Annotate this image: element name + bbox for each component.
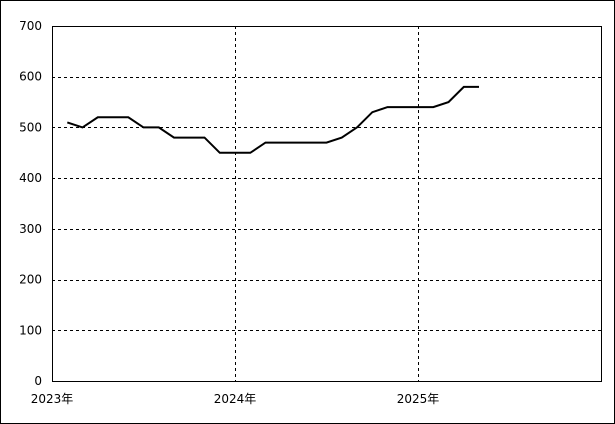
plot-area	[52, 26, 602, 382]
series-group	[66, 85, 479, 154]
y-axis-labels: 0 100 200 300 400 500 600 700	[19, 19, 42, 388]
y-tick-label: 100	[19, 323, 42, 337]
x-axis-labels: 2023年 2024年 2025年	[31, 392, 440, 406]
y-tick-label: 700	[19, 19, 42, 33]
x-tick-label: 2023年	[31, 392, 74, 406]
y-tick-label: 0	[34, 374, 42, 388]
y-tick-label: 200	[19, 273, 42, 287]
x-tick-label: 2024年	[214, 392, 257, 406]
y-tick-label: 600	[19, 70, 42, 84]
series-line-0	[66, 85, 479, 154]
x-tick-label: 2025年	[397, 392, 440, 406]
grid	[52, 26, 601, 381]
y-tick-label: 300	[19, 222, 42, 236]
y-tick-label: 500	[19, 120, 42, 134]
y-tick-label: 400	[19, 171, 42, 185]
